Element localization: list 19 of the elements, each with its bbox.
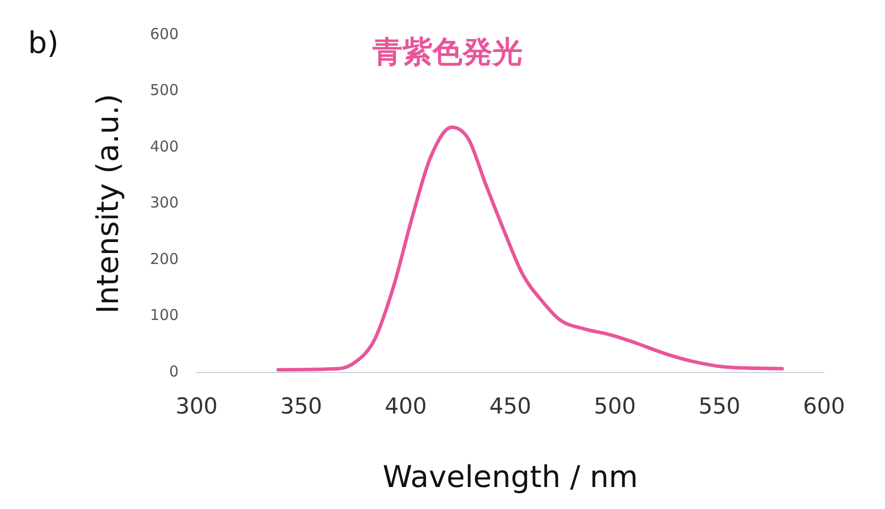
x-tick-label: 400: [384, 394, 427, 420]
x-axis-title: Wavelength / nm: [382, 460, 638, 495]
y-axis-title: Intensity (a.u.): [90, 94, 126, 314]
y-tick-label: 400: [150, 137, 179, 156]
x-tick-label: 300: [176, 394, 218, 420]
y-tick-label: 0: [169, 362, 179, 380]
y-tick-label: 200: [150, 250, 179, 268]
y-tick-label: 100: [150, 306, 179, 324]
y-tick-label: 600: [150, 24, 179, 43]
y-tick-label: 500: [150, 81, 179, 100]
x-tick-label: 600: [803, 394, 846, 420]
text: b): [28, 26, 59, 61]
x-tick-label: 500: [594, 394, 636, 420]
x-tick-label: 350: [280, 394, 322, 420]
x-tick-label: 450: [489, 394, 532, 420]
chart-title: 青紫色発光: [372, 34, 523, 70]
line-series: [276, 126, 784, 372]
x-tick-label: 550: [698, 394, 740, 420]
y-tick-label: 300: [150, 194, 179, 212]
